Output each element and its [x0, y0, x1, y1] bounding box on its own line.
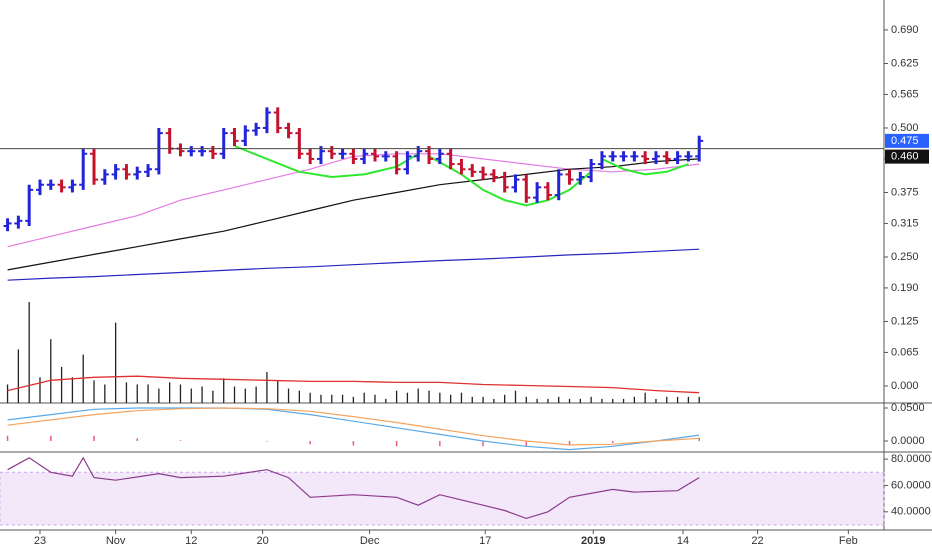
y-tick-label: 0.500 [891, 122, 919, 134]
x-tick-label: 12 [185, 535, 197, 547]
indicator-line [7, 456, 700, 520]
y-tick-label: 0.000 [891, 380, 919, 392]
y-tick-label: 80.0000 [891, 453, 931, 465]
x-tick-label: 22 [751, 535, 763, 547]
y-tick-label: 0.690 [891, 24, 919, 36]
volume-ma [7, 375, 700, 394]
y-tick-label: 0.375 [891, 186, 919, 198]
line-price-tag [885, 149, 929, 164]
y-tick-label: 0.0500 [891, 402, 925, 414]
last-price-label: 0.475 [891, 135, 919, 147]
overlay-line [7, 158, 700, 271]
y-tick-label: 0.250 [891, 251, 919, 263]
x-tick-label: 2019 [581, 535, 605, 547]
indicator-line [7, 407, 700, 446]
y-tick-label: 0.125 [891, 315, 919, 327]
x-tick-label: 23 [34, 535, 46, 547]
y-tick-label: 0.565 [891, 88, 919, 100]
y-tick-label: 60.0000 [891, 479, 931, 491]
y-tick-label: 40.0000 [891, 506, 931, 518]
x-tick-label: Feb [839, 535, 858, 547]
overlay-line [601, 157, 689, 176]
y-tick-label: 0.190 [891, 282, 919, 294]
rsi-band [0, 471, 885, 526]
line-price-label: 0.460 [891, 151, 919, 163]
y-tick-label: 0.315 [891, 217, 919, 229]
indicator-line [7, 407, 700, 451]
x-tick-label: 17 [479, 535, 491, 547]
y-tick-label: 0.0000 [891, 435, 925, 447]
x-tick-label: 20 [256, 535, 268, 547]
overlay-line [7, 248, 700, 281]
x-tick-label: Dec [360, 535, 380, 547]
x-tick-label: 14 [677, 535, 689, 547]
x-tick-label: Nov [106, 535, 126, 547]
overlay-line [428, 155, 592, 207]
last-price-tag [885, 133, 929, 148]
y-tick-label: 0.065 [891, 346, 919, 358]
y-tick-label: 0.625 [891, 57, 919, 69]
